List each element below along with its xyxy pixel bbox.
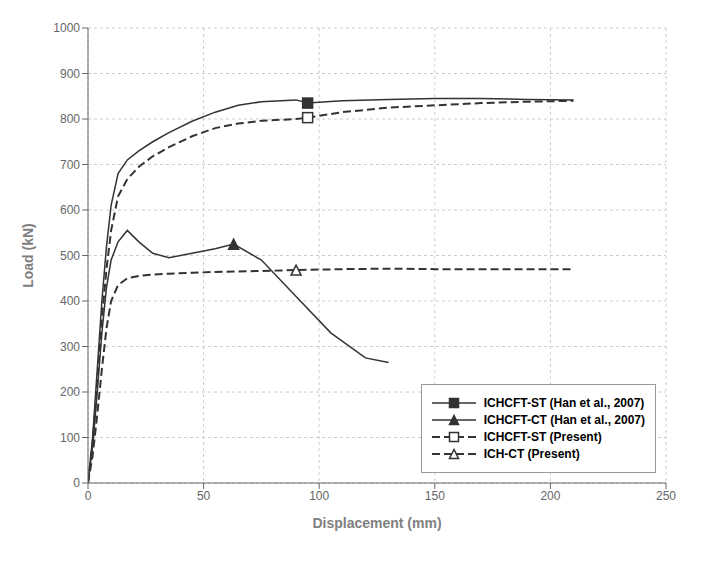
svg-text:200: 200 bbox=[540, 489, 560, 503]
svg-text:800: 800 bbox=[60, 112, 80, 126]
svg-text:100: 100 bbox=[60, 431, 80, 445]
svg-text:500: 500 bbox=[60, 249, 80, 263]
svg-text:400: 400 bbox=[60, 294, 80, 308]
html-text:ICHCFT-ST (Present): ICHCFT-ST (Present) bbox=[483, 430, 602, 444]
html-text:ICHCFT-CT (Han et al., 2007): ICHCFT-CT (Han et al., 2007) bbox=[483, 413, 645, 427]
svg-text:Displacement (mm): Displacement (mm) bbox=[312, 515, 441, 531]
svg-text:900: 900 bbox=[60, 67, 80, 81]
svg-text:0: 0 bbox=[85, 489, 92, 503]
html-text:ICH-CT (Present): ICH-CT (Present) bbox=[483, 447, 580, 461]
svg-text:100: 100 bbox=[309, 489, 329, 503]
svg-text:50: 50 bbox=[197, 489, 211, 503]
svg-text:0: 0 bbox=[73, 476, 80, 490]
svg-text:200: 200 bbox=[60, 385, 80, 399]
svg-text:300: 300 bbox=[60, 340, 80, 354]
svg-text:1000: 1000 bbox=[53, 21, 80, 35]
svg-text:600: 600 bbox=[60, 203, 80, 217]
html-text:ICHCFT-ST (Han et al., 2007): ICHCFT-ST (Han et al., 2007) bbox=[483, 396, 645, 410]
svg-text:150: 150 bbox=[425, 489, 445, 503]
svg-text:700: 700 bbox=[60, 158, 80, 172]
svg-text:Load (kN): Load (kN) bbox=[20, 223, 36, 288]
svg-text:250: 250 bbox=[656, 489, 676, 503]
